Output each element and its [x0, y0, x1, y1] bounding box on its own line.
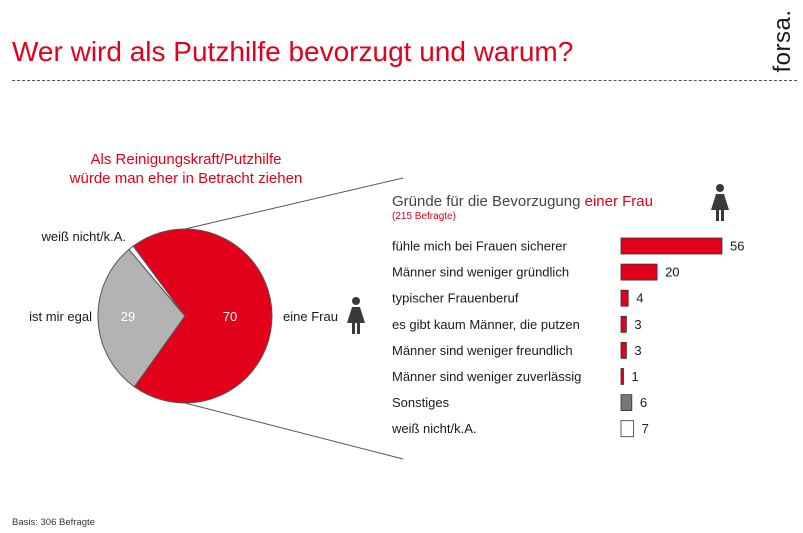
- bar-category-label-2: typischer Frauenberuf: [392, 291, 519, 306]
- bar-chart-female-icon-head: [716, 184, 724, 192]
- bar-value-label-6: 6: [640, 395, 647, 410]
- connector-line-top: [184, 177, 404, 230]
- bar-category-label-6: Sonstiges: [392, 395, 450, 410]
- pie-label-2: weiß nicht/k.A.: [40, 229, 126, 244]
- bar-value-label-7: 7: [642, 421, 649, 436]
- bar-0: [620, 237, 723, 255]
- pie-value-label-0: 70: [223, 309, 237, 324]
- bar-value-label-3: 3: [634, 317, 641, 332]
- female-person-icon-leg-right: [357, 323, 360, 334]
- bar-1: [620, 263, 658, 281]
- bar-category-label-4: Männer sind weniger freundlich: [392, 343, 573, 358]
- pie-value-label-1: 29: [121, 309, 135, 324]
- pie-slice-1: [97, 248, 186, 388]
- female-person-icon-dress: [347, 307, 365, 323]
- basis-note: Basis: 306 Befragte: [12, 517, 95, 528]
- female-person-icon-head: [352, 297, 360, 305]
- bar-value-label-4: 3: [634, 343, 641, 358]
- pie-label-1: ist mir egal: [29, 309, 92, 324]
- bar-6: [620, 394, 633, 412]
- bar-chart-female-icon-leg-left: [716, 210, 719, 221]
- bar-chart-subtitle: (215 Befragte): [392, 211, 456, 222]
- pie-slice-0: [132, 228, 273, 404]
- page-title: Wer wird als Putzhilfe bevorzugt und war…: [12, 36, 574, 67]
- bar-value-label-1: 20: [665, 265, 679, 280]
- bar-category-label-3: es gibt kaum Männer, die putzen: [392, 317, 580, 332]
- bar-4: [620, 341, 627, 359]
- bar-chart-title-highlight: einer Frau: [585, 193, 653, 210]
- bar-category-label-5: Männer sind weniger zuverlässig: [392, 369, 581, 384]
- bar-2: [620, 289, 629, 307]
- bar-category-label-7: weiß nicht/k.A.: [391, 421, 477, 436]
- bar-category-label-0: fühle mich bei Frauen sicherer: [392, 239, 568, 254]
- bar-value-label-0: 56: [730, 239, 744, 254]
- bar-category-label-1: Männer sind weniger gründlich: [392, 265, 569, 280]
- bar-value-label-5: 1: [632, 369, 639, 384]
- female-person-icon-leg-left: [352, 323, 355, 334]
- bar-5: [620, 368, 624, 385]
- title-divider: [12, 80, 797, 81]
- pie-title-line-1: Als Reinigungskraft/Putzhilfe: [91, 151, 282, 168]
- bar-3: [620, 315, 627, 333]
- pie-label-0: eine Frau: [283, 309, 338, 324]
- bar-value-label-2: 4: [636, 291, 643, 306]
- bar-chart-female-icon: [711, 184, 729, 221]
- pie-title-line-2: würde man eher in Betracht ziehen: [69, 170, 303, 187]
- female-person-icon: [347, 297, 365, 334]
- bar-chart-title-prefix: Gründe für die Bevorzugung: [392, 193, 585, 210]
- connector-line-bottom: [184, 402, 404, 460]
- bar-7: [620, 420, 635, 438]
- bar-chart-female-icon-dress: [711, 194, 729, 210]
- bar-chart-title: Gründe für die Bevorzugung einer Frau: [392, 193, 653, 210]
- bar-chart-female-icon-leg-right: [721, 210, 724, 221]
